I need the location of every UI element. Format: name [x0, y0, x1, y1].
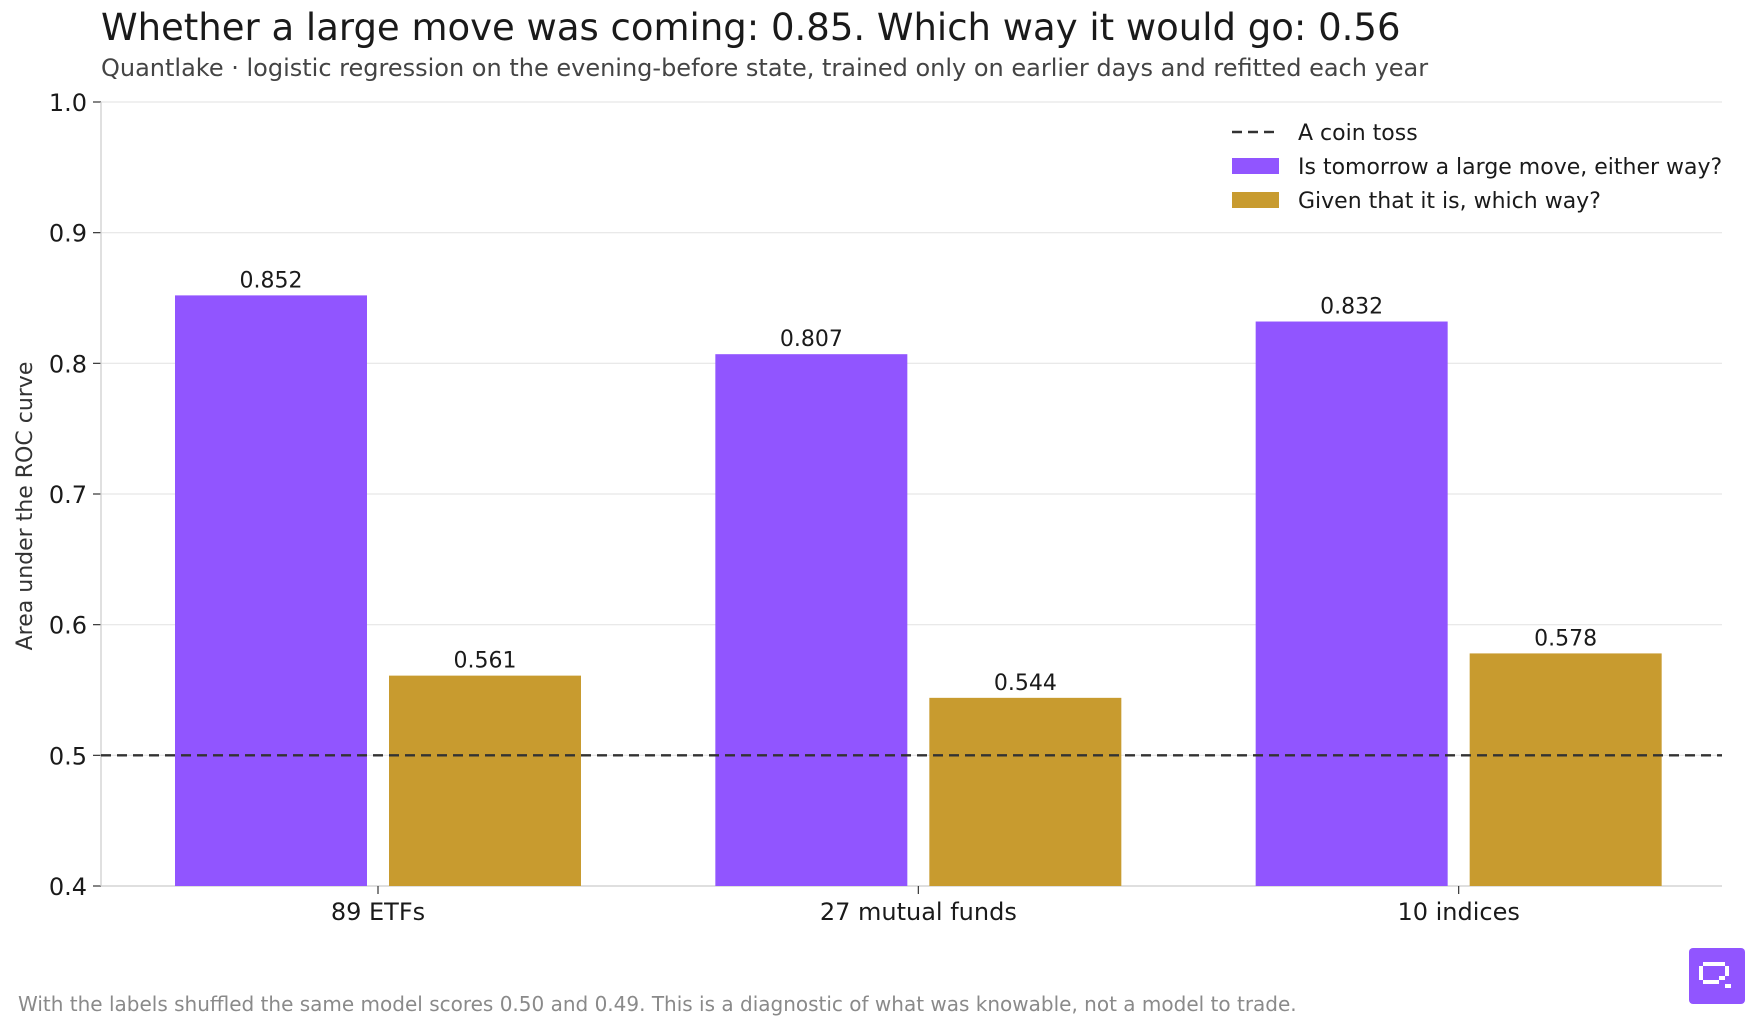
legend-label: Is tomorrow a large move, either way? — [1298, 155, 1722, 180]
y-tick-label: 0.7 — [49, 481, 87, 509]
bar — [175, 295, 367, 886]
y-axis-label: Area under the ROC curve — [13, 362, 38, 651]
footnote: With the labels shuffled the same model … — [18, 992, 1297, 1016]
y-tick-label: 0.4 — [49, 873, 87, 901]
legend-label-coin-toss: A coin toss — [1298, 121, 1418, 146]
quantlake-logo-icon — [1689, 948, 1745, 1004]
y-tick-label: 1.0 — [49, 89, 87, 117]
bar — [715, 354, 908, 887]
x-tick-label: 27 mutual funds — [820, 898, 1017, 926]
chart-subtitle: Quantlake · logistic regression on the e… — [101, 54, 1429, 82]
chart-title: Whether a large move was coming: 0.85. W… — [101, 6, 1401, 49]
legend-label: Given that it is, which way? — [1298, 189, 1601, 214]
y-tick-label: 0.6 — [49, 612, 87, 640]
bar-value-label: 0.561 — [454, 649, 517, 674]
x-tick-label: 10 indices — [1397, 898, 1519, 926]
bar-value-label: 0.544 — [994, 671, 1057, 696]
bar — [389, 675, 581, 886]
y-tick-label: 0.5 — [49, 742, 87, 770]
legend-swatch — [1232, 158, 1279, 174]
bar-value-label: 0.807 — [780, 327, 843, 352]
bar — [1469, 653, 1662, 886]
x-tick-label: 89 ETFs — [331, 898, 425, 926]
bar — [929, 697, 1122, 886]
bar-value-label: 0.578 — [1534, 626, 1597, 651]
y-tick-label: 0.8 — [49, 350, 87, 378]
bar-value-label: 0.852 — [240, 268, 303, 293]
bar-value-label: 0.832 — [1320, 295, 1383, 320]
y-tick-label: 0.9 — [49, 220, 87, 248]
legend-swatch — [1232, 192, 1279, 208]
bar — [1255, 321, 1448, 886]
